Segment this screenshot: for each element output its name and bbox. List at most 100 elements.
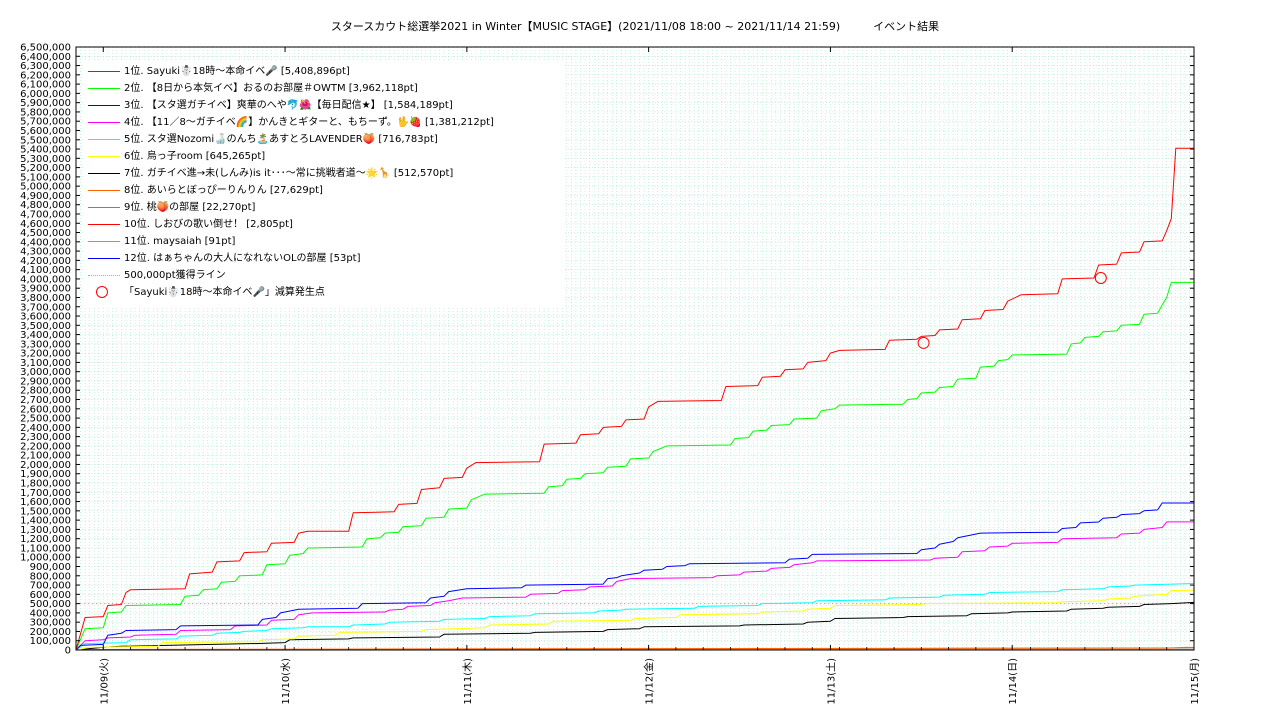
legend-label: 5位. スタ選Nozomi🍶のんち🏝️あすとろLAVENDER🍑 [716,78… bbox=[124, 134, 438, 145]
y-tick-label: 2,300,000 bbox=[20, 432, 71, 443]
y-tick-label: 6,100,000 bbox=[20, 80, 71, 91]
y-tick-label: 6,500,000 bbox=[20, 43, 71, 54]
y-tick-label: 5,200,000 bbox=[20, 163, 71, 174]
legend-swatch bbox=[88, 173, 120, 174]
series-line-5 bbox=[75, 583, 1195, 651]
y-tick-label: 3,000,000 bbox=[20, 367, 71, 378]
legend-swatch bbox=[88, 207, 120, 208]
legend-label: 9位. 桃🍑の部屋 [22,270pt] bbox=[124, 202, 256, 213]
legend-label: 500,000pt獲得ライン bbox=[124, 270, 226, 281]
y-tick-label: 4,200,000 bbox=[20, 256, 71, 267]
x-tick-label: 11/13(土) bbox=[824, 658, 837, 705]
x-tick-label: 11/15(月) bbox=[1189, 658, 1201, 705]
y-tick-label: 4,000,000 bbox=[20, 274, 71, 285]
y-tick-label: 100,000 bbox=[30, 636, 71, 647]
y-tick-label: 4,800,000 bbox=[20, 200, 71, 211]
legend-swatch bbox=[88, 156, 120, 157]
y-tick-label: 2,400,000 bbox=[20, 423, 71, 434]
chart-title: スタースカウト総選挙2021 in Winter【MUSIC STAGE】(20… bbox=[330, 20, 940, 33]
y-tick-label: 700,000 bbox=[30, 581, 71, 592]
legend-label: 「Sayuki☃️18時〜本命イベ🎤」減算発生点 bbox=[124, 287, 325, 298]
y-tick-label: 2,700,000 bbox=[20, 395, 71, 406]
y-tick-label: 6,300,000 bbox=[20, 61, 71, 72]
y-tick-label: 1,500,000 bbox=[20, 506, 71, 517]
y-tick-label: 5,600,000 bbox=[20, 126, 71, 137]
decrease-marker bbox=[917, 336, 930, 349]
legend-label: 4位. 【11／8〜ガチイベ🌈】かんきとギターと、もちーず。🖖🍓 [1,381,… bbox=[124, 117, 494, 128]
series-line-3 bbox=[75, 502, 1194, 651]
y-tick-label: 4,300,000 bbox=[20, 247, 71, 258]
y-tick-label: 6,400,000 bbox=[20, 52, 71, 63]
legend-swatch bbox=[88, 224, 120, 225]
y-tick-label: 1,100,000 bbox=[20, 543, 71, 554]
y-tick-label: 5,700,000 bbox=[20, 117, 71, 128]
y-tick-label: 300,000 bbox=[30, 618, 71, 629]
y-tick-label: 6,200,000 bbox=[20, 70, 71, 81]
series-line-6 bbox=[75, 589, 1195, 651]
y-tick-label: 1,200,000 bbox=[20, 534, 71, 545]
y-tick-label: 5,400,000 bbox=[20, 145, 71, 156]
legend-swatch bbox=[88, 258, 120, 259]
y-tick-label: 5,900,000 bbox=[20, 98, 71, 109]
y-tick-label: 2,900,000 bbox=[20, 376, 71, 387]
series-line-2 bbox=[75, 281, 1194, 651]
y-tick-label: 4,700,000 bbox=[20, 209, 71, 220]
y-tick-label: 1,000,000 bbox=[20, 553, 71, 564]
y-tick-label: 400,000 bbox=[30, 608, 71, 619]
y-tick-label: 2,100,000 bbox=[20, 451, 71, 462]
y-tick-label: 3,600,000 bbox=[20, 312, 71, 323]
y-tick-label: 2,000,000 bbox=[20, 460, 71, 471]
legend-swatch bbox=[88, 88, 120, 89]
y-tick-label: 0 bbox=[65, 646, 71, 657]
legend: 1位. Sayuki☃️18時〜本命イベ🎤 [5,408,896pt] 2位. 【… bbox=[84, 60, 564, 308]
y-tick-label: 4,900,000 bbox=[20, 191, 71, 202]
y-tick-label: 3,500,000 bbox=[20, 321, 71, 332]
legend-label: 11位. maysaiah [91pt] bbox=[124, 236, 236, 247]
y-tick-label: 3,900,000 bbox=[20, 284, 71, 295]
y-tick-label: 2,500,000 bbox=[20, 414, 71, 425]
x-tick-label: 11/14(日) bbox=[1008, 658, 1019, 705]
series-line-1 bbox=[75, 147, 1194, 651]
y-axis-tick-labels: 0100,000200,000300,000400,000500,000600,… bbox=[20, 43, 71, 657]
legend-label: 2位. 【8日から本気イベ】おるのお部屋＃OWTM [3,962,118pt] bbox=[124, 83, 418, 94]
decrease-marker bbox=[1094, 271, 1107, 284]
series-line-4 bbox=[75, 521, 1194, 651]
y-tick-label: 2,600,000 bbox=[20, 404, 71, 415]
y-tick-label: 3,100,000 bbox=[20, 358, 71, 369]
legend-swatch bbox=[88, 190, 120, 191]
y-tick-label: 3,400,000 bbox=[20, 330, 71, 341]
y-tick-label: 600,000 bbox=[30, 590, 71, 601]
y-tick-label: 4,400,000 bbox=[20, 237, 71, 248]
y-tick-label: 5,100,000 bbox=[20, 172, 71, 183]
legend-label: 10位. しおびの歌い倒せ！ [2,805pt] bbox=[124, 219, 293, 230]
y-tick-label: 1,400,000 bbox=[20, 516, 71, 527]
legend-swatch bbox=[88, 122, 120, 123]
y-tick-label: 1,800,000 bbox=[20, 479, 71, 490]
y-tick-label: 1,600,000 bbox=[20, 497, 71, 508]
axes bbox=[75, 46, 1195, 651]
y-tick-label: 3,800,000 bbox=[20, 293, 71, 304]
series-line-7 bbox=[75, 601, 1195, 651]
legend-swatch bbox=[88, 105, 120, 106]
x-tick-label: 11/09(火) bbox=[98, 658, 110, 705]
series-line-8 bbox=[75, 646, 1194, 651]
y-tick-label: 6,000,000 bbox=[20, 89, 71, 100]
y-tick-label: 4,100,000 bbox=[20, 265, 71, 276]
legend-marker-swatch bbox=[96, 286, 108, 298]
y-tick-label: 4,600,000 bbox=[20, 219, 71, 230]
legend-label: 8位. あいらとぼっぴーりんりん [27,629pt] bbox=[124, 185, 323, 196]
legend-label: 7位. ガチイベ進→未(しんみ)is it･･･〜常に挑戦者道〜🌟🦒 [512,… bbox=[124, 168, 454, 179]
legend-swatch bbox=[88, 71, 120, 72]
plot-frame bbox=[75, 46, 1195, 651]
legend-swatch bbox=[88, 139, 120, 140]
marker-layer bbox=[917, 271, 1107, 349]
y-tick-label: 3,700,000 bbox=[20, 302, 71, 313]
y-tick-label: 3,200,000 bbox=[20, 349, 71, 360]
legend-label: 12位. はぁちゃんの大人になれないOLの部屋 [53pt] bbox=[124, 253, 361, 264]
y-tick-label: 900,000 bbox=[30, 562, 71, 573]
x-tick-label: 11/10(水) bbox=[280, 658, 292, 705]
y-tick-label: 2,200,000 bbox=[20, 441, 71, 452]
y-tick-label: 1,700,000 bbox=[20, 488, 71, 499]
x-tick-label: 11/12(金) bbox=[643, 658, 656, 705]
y-tick-label: 1,900,000 bbox=[20, 469, 71, 480]
